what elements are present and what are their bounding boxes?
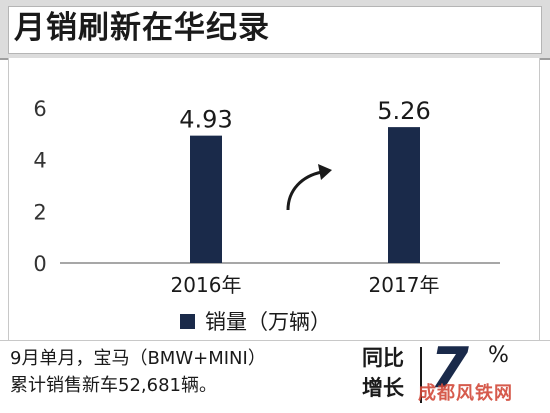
y-tick-label: 4 bbox=[33, 149, 46, 173]
legend-label: 销量（万辆） bbox=[205, 310, 331, 334]
trend-arrow-head-icon bbox=[318, 164, 332, 180]
x-axis-categories: 2016年 2017年 bbox=[171, 273, 440, 297]
bar bbox=[190, 135, 222, 263]
sales-note-line-1: 9月单月，宝马（BMW+MINI） bbox=[10, 348, 266, 369]
data-label: 4.93 bbox=[179, 106, 232, 134]
header-band: 月销刷新在华纪录 bbox=[0, 0, 550, 60]
chart-title: 月销刷新在华纪录 bbox=[14, 10, 270, 46]
y-tick-label: 0 bbox=[33, 252, 46, 276]
bar-series bbox=[190, 127, 420, 263]
growth-label: 同比增长 bbox=[362, 346, 404, 400]
legend-swatch bbox=[180, 313, 195, 329]
sales-note-line-2: 累计销售新车52,681辆。 bbox=[10, 375, 217, 396]
y-tick-label: 6 bbox=[33, 97, 46, 121]
legend: 销量（万辆） bbox=[180, 306, 331, 336]
y-tick-label: 2 bbox=[33, 200, 46, 224]
sales-note: 9月单月，宝马（BMW+MINI） 累计销售新车52,681辆。 bbox=[10, 345, 266, 399]
y-axis-ticks: 0 2 4 6 bbox=[33, 97, 46, 276]
data-labels: 4.93 5.26 bbox=[179, 97, 430, 134]
growth-unit: % bbox=[488, 343, 509, 368]
growth-value: 7 bbox=[430, 336, 469, 401]
trend-arrow-icon bbox=[286, 170, 323, 211]
footer: 9月单月，宝马（BMW+MINI） 累计销售新车52,681辆。 同比增长 7 … bbox=[0, 336, 550, 413]
watermark-logo: 成都风铁网 bbox=[418, 383, 513, 404]
data-label: 5.26 bbox=[377, 97, 430, 125]
header-box bbox=[8, 6, 542, 54]
x-tick-label: 2016年 bbox=[171, 273, 242, 297]
bar bbox=[388, 127, 420, 263]
x-tick-label: 2017年 bbox=[369, 273, 440, 297]
chart-panel bbox=[8, 58, 540, 340]
growth-divider bbox=[420, 347, 422, 403]
bar-chart: 0 2 4 6 2016年 2017年 4.93 5.26 bbox=[33, 97, 500, 297]
